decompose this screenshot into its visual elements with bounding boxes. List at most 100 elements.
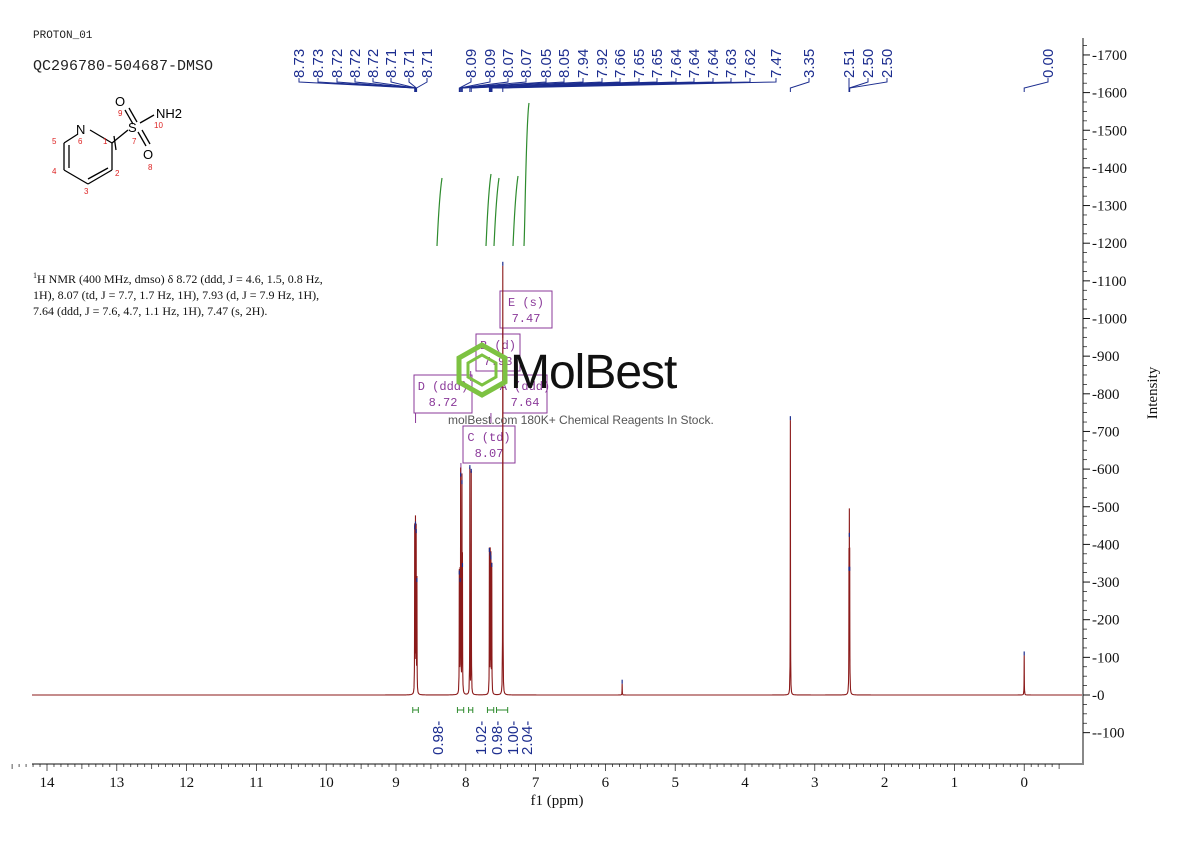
peak-label: 8.07: [518, 49, 535, 78]
sample-title: QC296780-504687-DMSO: [33, 58, 214, 75]
experiment-label: PROTON_01: [33, 30, 93, 42]
y-tick-label: -0: [1092, 688, 1105, 704]
y-tick-label: -400: [1092, 537, 1120, 553]
y-tick-label: -200: [1092, 613, 1120, 629]
multiplet-label-3: A (ddd): [500, 380, 550, 394]
x-tick-label-1: 1: [951, 775, 959, 791]
y-tick-label: -1000: [1092, 312, 1127, 328]
peak-connector: [459, 78, 491, 92]
atom-o-bottom: O: [143, 147, 153, 162]
peak-connector: [460, 78, 527, 92]
x-tick-label-12: 12: [179, 775, 194, 791]
multiplet-box-3: [502, 374, 548, 414]
multiplet-value-3: 7.64: [511, 396, 540, 410]
watermark-brand: MolBest: [510, 346, 677, 399]
peak-label: 2.50: [879, 49, 896, 78]
multiplet-value-4: 7.47: [512, 312, 541, 326]
y-tick-label: -700: [1092, 424, 1120, 440]
y-tick-label: -100: [1092, 650, 1120, 666]
multiplet-label-0: D (ddd): [418, 380, 468, 394]
peak-connector: [470, 78, 603, 92]
y-tick-label: -1200: [1092, 236, 1127, 252]
peak-label: 7.92: [594, 49, 611, 78]
structure-drawing: N S O O NH2 1 2 3 4 5 6 7 8 9 10: [52, 94, 182, 196]
y-tick-label: --100: [1092, 726, 1125, 742]
y-tick-label: -900: [1092, 349, 1120, 365]
multiplet-box-4: [499, 290, 553, 329]
peak-label: 8.73: [310, 49, 327, 78]
peak-label: 8.05: [538, 49, 555, 78]
peak-label: 2.50: [860, 49, 877, 78]
integral-bracket-2: [468, 707, 474, 713]
integral-bracket-3: [486, 707, 495, 713]
peak-label: 7.66: [612, 49, 629, 78]
peak-connector: [789, 78, 810, 92]
x-tick-label-0: 0: [1020, 775, 1028, 791]
peak-connector: [1023, 78, 1049, 92]
y-tick-label: -500: [1092, 500, 1120, 516]
y-axis-title: Intensity: [1145, 366, 1161, 419]
multiplet-box-1: [462, 425, 516, 464]
peak-label: 7.64: [686, 49, 703, 78]
peak-label: 0.00: [1040, 49, 1057, 78]
molbest-logo-icon: [456, 342, 508, 398]
x-tick-label-14: 14: [40, 775, 56, 791]
integral-curve-3: [512, 175, 519, 247]
y-tick-label: -1400: [1092, 161, 1127, 177]
nmr-line-2: 1H), 8.07 (td, J = 7.7, 1.7 Hz, 1H), 7.9…: [33, 288, 320, 302]
x-tick-label-9: 9: [392, 775, 400, 791]
multiplet-label-4: E (s): [508, 296, 544, 310]
nmr-description: 1H NMR (400 MHz, dmso) δ 8.72 (ddd, J = …: [33, 268, 405, 319]
x-tick-label-7: 7: [532, 775, 540, 791]
atom-number-8: 8: [148, 163, 153, 172]
atom-o-top: O: [115, 94, 125, 109]
integral-curve-2: [493, 177, 500, 247]
peak-label: 8.07: [500, 49, 517, 78]
atom-number-4: 4: [52, 167, 57, 176]
peak-label: 8.71: [383, 49, 400, 78]
x-tick-label-2: 2: [881, 775, 889, 791]
atom-number-5: 5: [52, 137, 57, 146]
peak-label: 3.35: [801, 49, 818, 78]
integral-value-1: 1.02-: [473, 721, 490, 755]
peak-connector: [849, 78, 888, 92]
x-tick-label-3: 3: [811, 775, 819, 791]
peak-label: 7.63: [723, 49, 740, 78]
atom-n: N: [76, 122, 85, 137]
x-tick-label-8: 8: [462, 775, 470, 791]
x-tick-label-11: 11: [249, 775, 263, 791]
atom-number-6: 6: [78, 137, 83, 146]
peak-label: 8.09: [463, 49, 480, 78]
nmr-line-1: H NMR (400 MHz, dmso) δ 8.72 (ddd, J = 4…: [37, 272, 323, 286]
atom-number-7: 7: [132, 137, 137, 146]
x-tick-label-10: 10: [319, 775, 334, 791]
multiplet-label-1: C (td): [467, 431, 510, 445]
y-tick-label: -800: [1092, 387, 1120, 403]
peak-label: 7.65: [649, 49, 666, 78]
peak-label: 7.62: [742, 49, 759, 78]
integral-value-3: 1.00-: [505, 721, 522, 755]
x-tick-label-4: 4: [741, 775, 749, 791]
x-tick-label-5: 5: [671, 775, 679, 791]
y-tick-label: -1100: [1092, 274, 1126, 290]
atom-number-9: 9: [118, 109, 123, 118]
peak-connector: [416, 78, 428, 92]
integral-value-0: 0.98-: [430, 721, 447, 755]
y-tick-label: -1600: [1092, 86, 1127, 102]
peak-label: 8.73: [291, 49, 308, 78]
x-tick-label-13: 13: [109, 775, 124, 791]
multiplet-value-0: 8.72: [429, 396, 458, 410]
integral-curve-0: [436, 177, 443, 247]
integral-curve-4: [523, 102, 530, 247]
y-tick-label: -600: [1092, 462, 1120, 478]
peak-label: 7.94: [575, 49, 592, 78]
atom-number-3: 3: [84, 187, 89, 196]
peak-label: 7.65: [631, 49, 648, 78]
integral-bracket-0: [412, 707, 419, 713]
integral-bracket-1: [456, 707, 465, 713]
integral-curve-1: [485, 173, 492, 247]
peak-connector: [502, 78, 777, 92]
x-tick-label-6: 6: [602, 775, 610, 791]
peak-label: 8.72: [347, 49, 364, 78]
y-tick-label: -1500: [1092, 123, 1127, 139]
